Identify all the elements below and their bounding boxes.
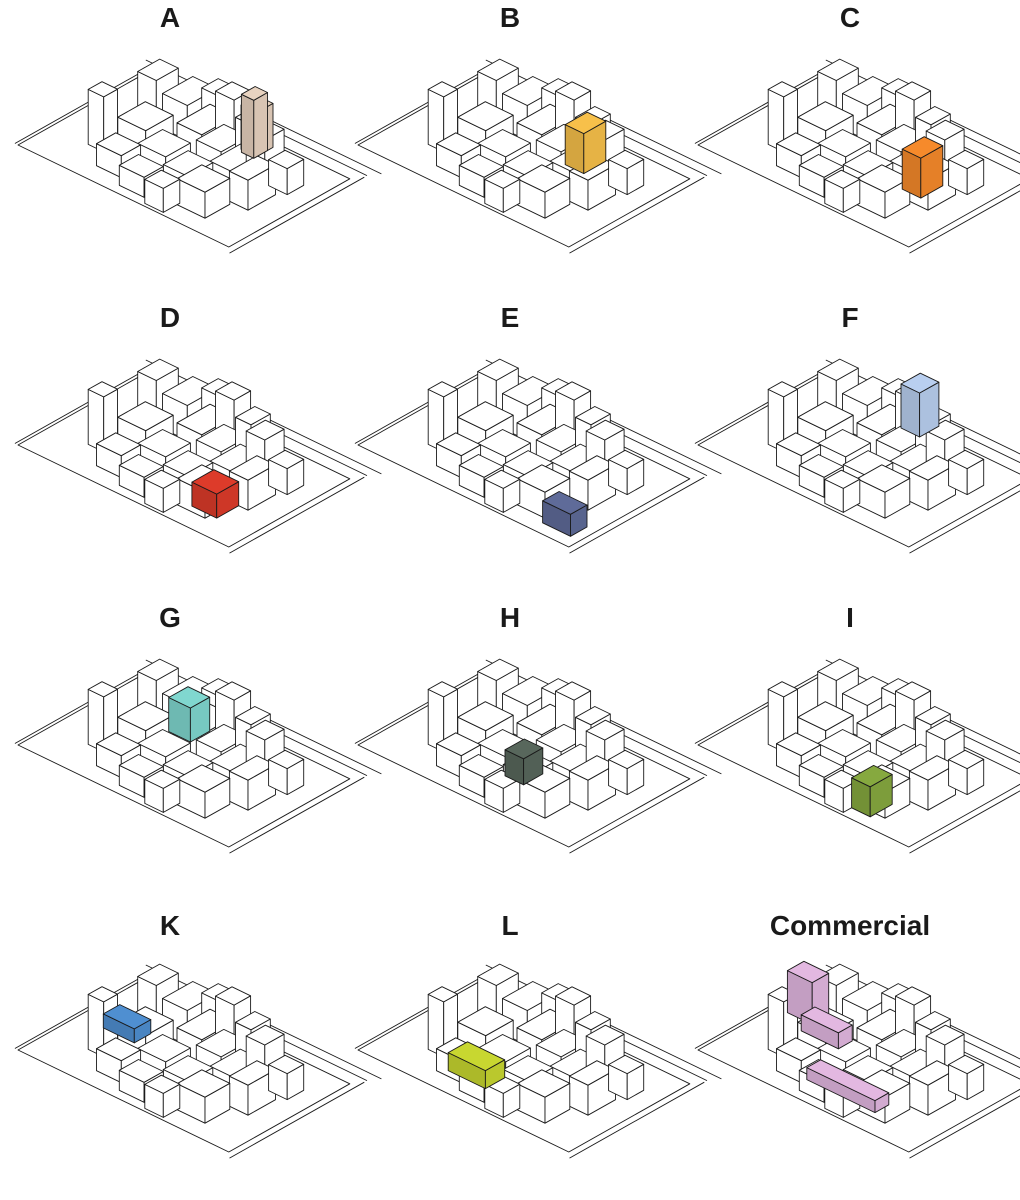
panel-c: C bbox=[680, 0, 1020, 300]
axonometric-block bbox=[0, 640, 340, 860]
panel-title: F bbox=[680, 302, 1020, 334]
panel-title: E bbox=[340, 302, 680, 334]
panel-title: C bbox=[680, 2, 1020, 34]
panel-commercial: Commercial bbox=[680, 900, 1020, 1200]
panel-title: A bbox=[0, 2, 340, 34]
axonometric-block bbox=[680, 945, 1020, 1165]
axonometric-block bbox=[680, 340, 1020, 560]
highlight-block-1-front bbox=[241, 94, 253, 158]
panel-k: K bbox=[0, 900, 340, 1200]
panel-d: D bbox=[0, 300, 340, 600]
panel-g: G bbox=[0, 600, 340, 900]
panel-i: I bbox=[680, 600, 1020, 900]
axonometric-block bbox=[340, 40, 680, 260]
panel-f: F bbox=[680, 300, 1020, 600]
axonometric-block bbox=[0, 40, 340, 260]
diagram-grid: A B C D E F G H I K L Commercial bbox=[0, 0, 1020, 1127]
panel-title: Commercial bbox=[680, 910, 1020, 942]
panel-title: K bbox=[0, 910, 340, 942]
axonometric-block bbox=[680, 640, 1020, 860]
axonometric-block bbox=[340, 945, 680, 1165]
panel-title: B bbox=[340, 2, 680, 34]
panel-title: H bbox=[340, 602, 680, 634]
panel-h: H bbox=[340, 600, 680, 900]
axonometric-block bbox=[0, 945, 340, 1165]
axonometric-block bbox=[340, 340, 680, 560]
panel-title: G bbox=[0, 602, 340, 634]
panel-title: L bbox=[340, 910, 680, 942]
panel-e: E bbox=[340, 300, 680, 600]
axonometric-block bbox=[340, 640, 680, 860]
highlight-block-1-side bbox=[254, 93, 268, 159]
panel-title: D bbox=[0, 302, 340, 334]
panel-b: B bbox=[340, 0, 680, 300]
panel-l: L bbox=[340, 900, 680, 1200]
axonometric-block bbox=[680, 40, 1020, 260]
axonometric-block bbox=[0, 340, 340, 560]
panel-a: A bbox=[0, 0, 340, 300]
panel-title: I bbox=[680, 602, 1020, 634]
